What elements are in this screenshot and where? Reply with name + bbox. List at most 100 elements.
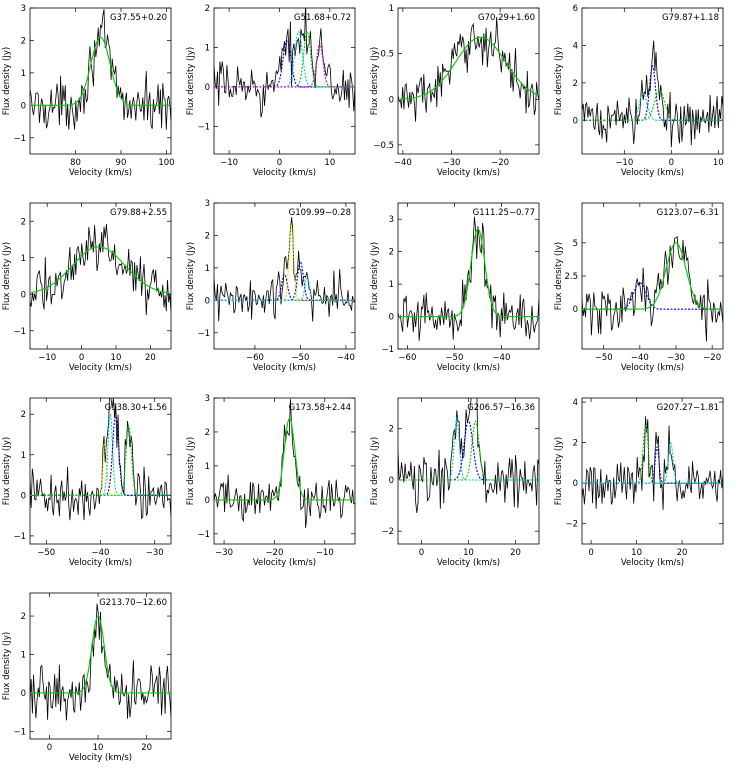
x-tick-label: −40 <box>492 353 510 363</box>
y-tick-label: 0 <box>573 305 578 315</box>
plot-frame <box>397 202 540 350</box>
y-tick-label: −0.5 <box>373 141 394 151</box>
y-tick-label: 0 <box>389 476 394 486</box>
y-tick-label: 2 <box>573 79 578 89</box>
y-tick-label: 1 <box>205 264 210 274</box>
panel-title: G138.30+1.56 <box>105 403 167 413</box>
x-axis-label: Velocity (km/s) <box>437 168 500 178</box>
y-tick-label: 0 <box>205 296 210 306</box>
gaussian-fit-line <box>582 93 723 121</box>
panel-title: G51.68+0.72 <box>294 13 351 23</box>
y-axis-label: Flux density (Jy) <box>186 437 196 505</box>
x-axis-label: Velocity (km/s) <box>253 363 316 373</box>
x-tick-label: 10 <box>324 158 335 168</box>
spectrum-panel: −40 −30 −20 −0.5 0 0.5 1 Velocity (km/s) Flux de… <box>370 4 540 178</box>
x-tick-label: 0 <box>277 158 282 168</box>
y-axis-label: Flux density (Jy) <box>370 47 380 115</box>
y-tick-label: 2 <box>205 231 210 241</box>
y-tick-label: 2 <box>21 217 26 227</box>
y-tick-label: 0 <box>205 83 210 93</box>
y-tick-label: 1 <box>389 280 394 290</box>
y-tick-label: 5 <box>573 239 578 249</box>
x-tick-label: 10 <box>93 743 104 753</box>
x-tick-label: −10 <box>38 353 56 363</box>
gaussian-fit-line <box>30 246 171 294</box>
plot-frame <box>29 592 172 740</box>
spectrum-line <box>398 398 539 514</box>
panel-title: G79.88+2.55 <box>110 208 167 218</box>
x-tick-label: −50 <box>595 353 613 363</box>
spectrum-line <box>582 416 723 511</box>
y-tick-label: −1 <box>197 329 210 339</box>
panel-title: G207.27−1.81 <box>657 403 719 413</box>
y-tick-label: 2 <box>21 612 26 622</box>
y-tick-label: 2 <box>21 410 26 420</box>
x-tick-label: −30 <box>215 548 233 558</box>
panel-title: G79.87+1.18 <box>662 13 719 23</box>
y-tick-label: −2 <box>381 527 394 537</box>
x-tick-label: −60 <box>246 353 264 363</box>
spectrum-line <box>214 399 355 528</box>
y-tick-label: 1 <box>21 254 26 264</box>
gaussian-fit-line <box>582 89 723 121</box>
x-tick-label: −40 <box>394 158 412 168</box>
plot-frame <box>581 202 724 350</box>
y-tick-label: 1 <box>21 69 26 79</box>
x-tick-label: −30 <box>667 353 685 363</box>
gaussian-fit-line <box>214 42 355 88</box>
y-tick-label: −1 <box>13 134 26 144</box>
gaussian-fit-line <box>398 36 539 100</box>
x-tick-label: −10 <box>615 158 633 168</box>
panel-title: G109.99−0.28 <box>289 208 351 218</box>
panel-title: G173.58+2.44 <box>289 403 351 413</box>
y-axis-label: Flux density (Jy) <box>2 632 12 700</box>
gaussian-fit-line <box>214 38 355 88</box>
plot-frame <box>581 7 724 155</box>
x-tick-label: −30 <box>443 158 461 168</box>
x-tick-label: 0 <box>588 548 593 558</box>
y-tick-label: 0 <box>205 496 210 506</box>
gaussian-fit-line <box>214 31 355 88</box>
x-axis-label: Velocity (km/s) <box>437 558 500 568</box>
gaussian-fit-line <box>30 424 171 496</box>
x-axis-label: Velocity (km/s) <box>621 558 684 568</box>
spectrum-line <box>398 16 539 122</box>
y-tick-label: 0 <box>389 95 394 105</box>
y-tick-label: 4 <box>573 398 578 408</box>
y-tick-label: 2.5 <box>564 272 578 282</box>
x-tick-label: −50 <box>445 353 463 363</box>
x-tick-label: 100 <box>158 158 174 168</box>
y-tick-label: 2 <box>205 428 210 438</box>
spectrum-panel: −50 −40 −30 −1 0 1 2 Velocity (km/s) Flux densit… <box>2 397 172 568</box>
x-tick-label: 20 <box>677 548 688 558</box>
plot-frame <box>213 397 356 545</box>
y-tick-label: 2 <box>21 36 26 46</box>
plot-frame <box>213 7 356 155</box>
y-tick-label: 0 <box>389 313 394 323</box>
gaussian-fit-line <box>214 30 355 88</box>
x-axis-label: Velocity (km/s) <box>69 558 132 568</box>
spectrum-line <box>214 8 355 118</box>
panel-title: G111.25−0.77 <box>473 208 535 218</box>
panel-title: G37.55+0.20 <box>110 13 167 23</box>
y-tick-label: 0 <box>573 479 578 489</box>
x-tick-label: 20 <box>145 353 156 363</box>
y-tick-label: 3 <box>389 215 394 225</box>
y-axis-label: Flux density (Jy) <box>554 242 564 310</box>
spectrum-panel: 0 10 20 −2 0 2 4 Velocity (km/s) Flux density (J… <box>554 397 724 568</box>
y-axis-label: Flux density (Jy) <box>554 47 564 115</box>
plot-frame <box>29 7 172 155</box>
x-tick-label: 20 <box>141 743 152 753</box>
spectrum-line <box>582 40 723 148</box>
plot-frame <box>397 7 540 155</box>
spectrum-panel: −60 −50 −40 −1 0 1 2 3 Velocity (km/s) Flux densi… <box>186 199 356 373</box>
gaussian-fit-line <box>30 441 171 496</box>
spectrum-panel: −60 −50 −40 −1 0 1 2 3 Velocity (km/s) Flux densi… <box>370 202 540 373</box>
plot-frame <box>29 202 172 350</box>
y-tick-label: −2 <box>565 520 578 530</box>
x-tick-label: 90 <box>116 158 127 168</box>
x-tick-label: 0 <box>79 353 84 363</box>
plot-frame <box>29 397 172 545</box>
